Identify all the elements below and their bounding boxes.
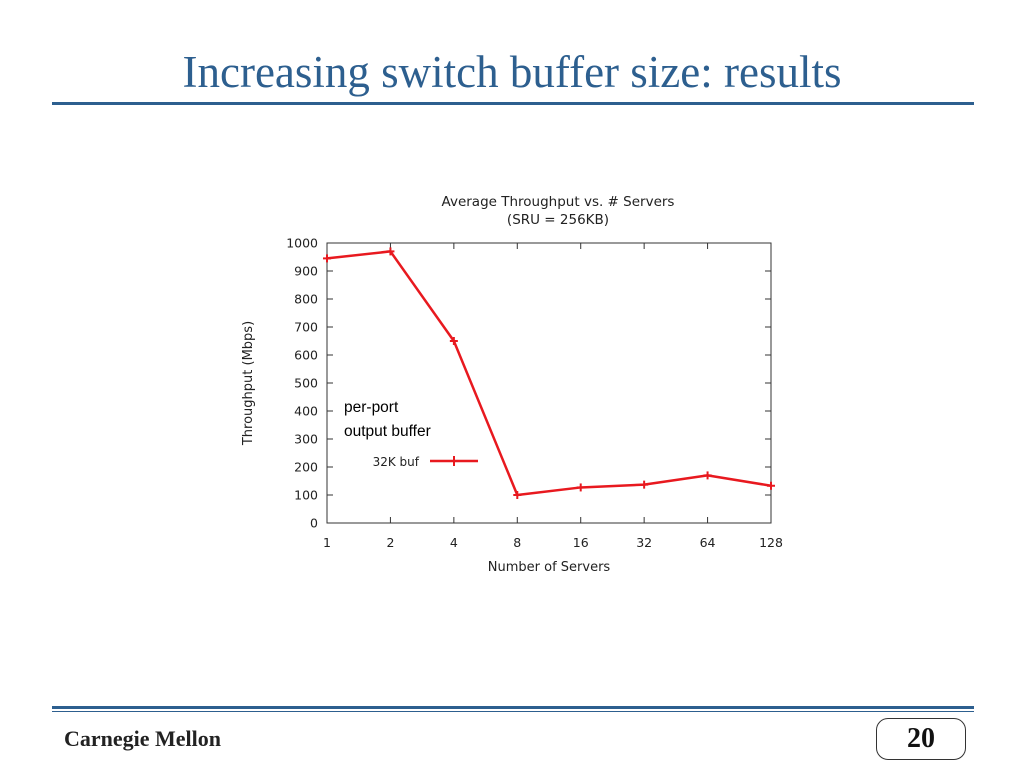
x-tick-label: 8 (513, 535, 521, 550)
x-tick-label: 2 (386, 535, 394, 550)
title-rule (52, 102, 974, 105)
annotation-line-1: per-port (344, 399, 399, 416)
y-tick-label: 700 (294, 320, 318, 335)
series-line (326, 250, 772, 497)
series-32k-buf (323, 247, 775, 499)
y-tick-label: 1000 (286, 236, 318, 251)
x-tick-label: 4 (450, 535, 458, 550)
y-tick-label: 300 (294, 432, 318, 447)
footer-rule (52, 706, 974, 709)
y-tick-label: 200 (294, 460, 318, 475)
y-tick-label: 0 (310, 516, 318, 531)
page-number: 20 (876, 718, 966, 760)
data-point (767, 481, 775, 490)
x-tick-label: 64 (700, 535, 716, 550)
x-tick-label: 32 (636, 535, 652, 550)
plot-frame (326, 242, 772, 524)
x-tick-label: 1 (323, 535, 331, 550)
legend-label: 32K buf (373, 455, 420, 469)
data-point (386, 247, 395, 256)
chart-title: Average Throughput vs. # Servers (442, 194, 675, 210)
x-tick-label: 16 (573, 535, 589, 550)
y-tick-label: 600 (294, 348, 318, 363)
data-point (576, 483, 585, 492)
annotation-line-2: output buffer (344, 423, 431, 440)
y-tick-label: 100 (294, 488, 318, 503)
x-axis-label: Number of Servers (488, 560, 611, 575)
legend: 32K buf (373, 455, 478, 469)
data-point (703, 471, 712, 480)
y-tick-label: 900 (294, 264, 318, 279)
data-point (640, 480, 649, 489)
data-point (449, 337, 458, 345)
y-axis: 0 100 200 300 400 500 600 700 800 900 1000 (286, 236, 771, 531)
footer-rule-thin (52, 711, 974, 712)
slide-title: Increasing switch buffer size: results (182, 47, 842, 97)
y-tick-label: 500 (294, 376, 318, 391)
x-tick-label: 128 (759, 535, 783, 550)
x-axis: 1 2 4 8 16 32 64 128 (323, 243, 783, 550)
throughput-chart: Average Throughput vs. # Servers (SRU = … (241, 194, 783, 575)
y-axis-label: Throughput (Mbps) (241, 321, 256, 446)
footer-brand: Carnegie Mellon (64, 726, 222, 751)
chart-subtitle: (SRU = 256KB) (507, 212, 609, 228)
data-point (513, 491, 522, 499)
y-tick-label: 400 (294, 404, 318, 419)
data-point (323, 254, 331, 263)
y-tick-label: 800 (294, 292, 318, 307)
